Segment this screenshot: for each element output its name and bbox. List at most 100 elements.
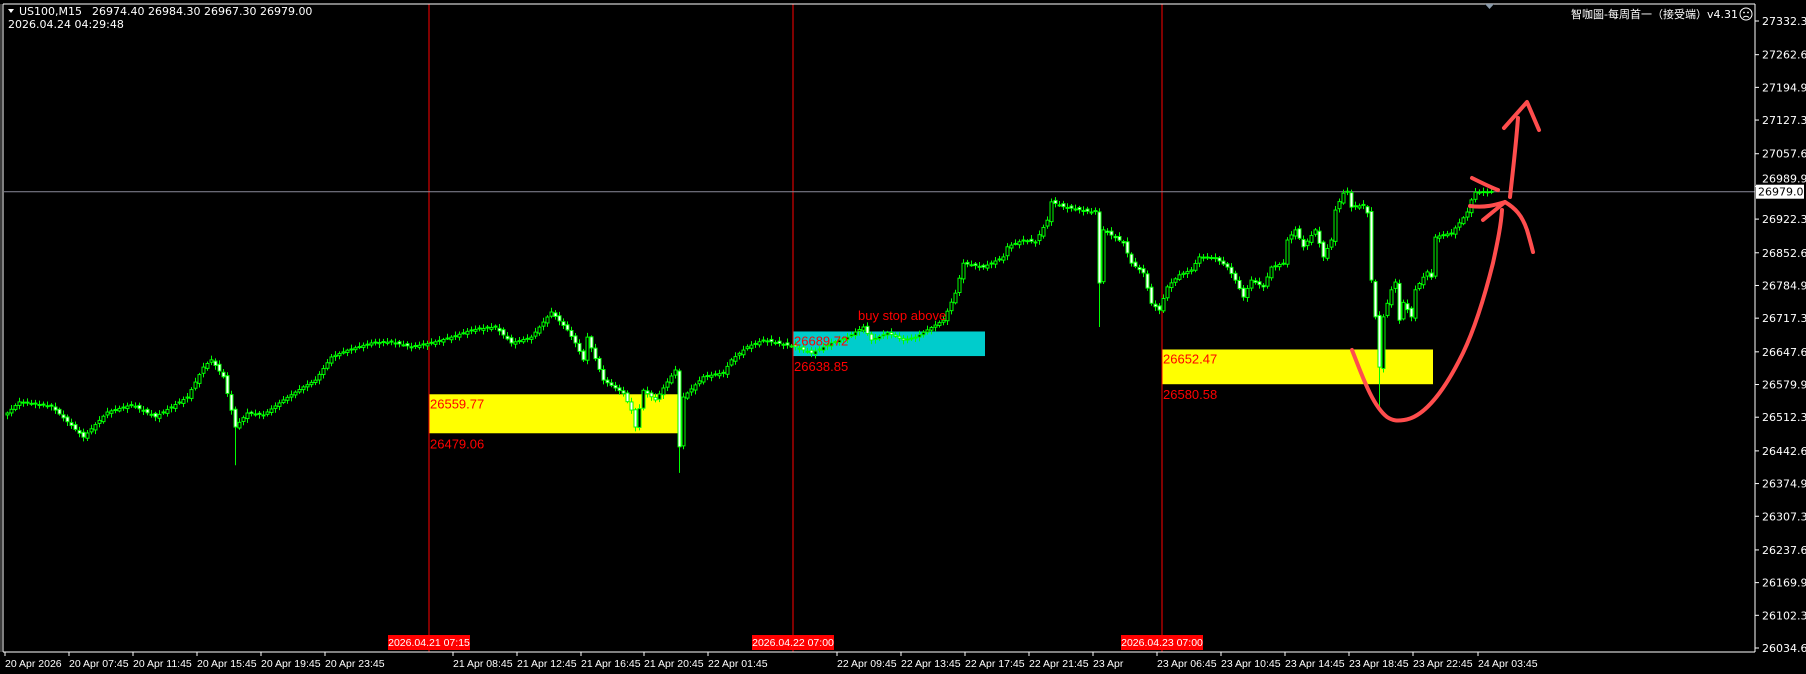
candle xyxy=(253,409,258,417)
candle xyxy=(665,378,670,391)
candle xyxy=(897,332,902,342)
candle xyxy=(401,340,406,347)
candle xyxy=(753,340,758,348)
candle xyxy=(1013,239,1018,246)
candle xyxy=(457,331,462,341)
candle xyxy=(617,384,622,395)
price-tick-label: 26102.30 xyxy=(1762,609,1806,622)
symbol-timeframe: US100,M15 xyxy=(19,5,82,18)
candle xyxy=(965,259,970,268)
price-tick-label: 26579.95 xyxy=(1762,379,1806,392)
candle xyxy=(513,338,518,349)
candle xyxy=(1305,238,1310,250)
candle xyxy=(249,410,254,417)
candle xyxy=(1245,285,1250,302)
candle xyxy=(669,373,674,385)
candle xyxy=(261,410,266,420)
candle xyxy=(901,335,906,345)
candle xyxy=(29,399,34,406)
candle xyxy=(1425,269,1430,281)
candle xyxy=(1261,283,1266,292)
candle xyxy=(305,380,310,392)
candle xyxy=(209,355,214,366)
zone-top-price: 26559.77 xyxy=(430,396,484,411)
time-axis[interactable]: 20 Apr 2026 20 Apr 07:45 20 Apr 11:45 20 Ap… xyxy=(4,635,1538,670)
candle xyxy=(93,422,98,435)
candle xyxy=(109,408,114,418)
candle xyxy=(765,337,770,346)
candle xyxy=(69,418,74,429)
time-tick-label: 21 Apr 08:45 xyxy=(453,658,513,670)
indicator-label: 智咖圖-每周首一（接受端）v4.31 xyxy=(1571,7,1738,21)
candle xyxy=(1297,225,1302,241)
zone-rectangle[interactable] xyxy=(793,331,985,357)
candle xyxy=(1161,294,1166,314)
candle xyxy=(573,333,578,348)
candle xyxy=(773,340,778,346)
candle xyxy=(1233,270,1238,284)
triangle-down-icon[interactable] xyxy=(8,9,14,13)
candle xyxy=(25,398,30,406)
candle xyxy=(49,403,54,411)
candle xyxy=(729,357,734,367)
candle xyxy=(953,289,958,305)
candle xyxy=(969,260,974,267)
candle xyxy=(1025,239,1030,245)
candle xyxy=(1053,197,1058,208)
candle xyxy=(1329,237,1334,251)
candle xyxy=(445,333,450,341)
candle xyxy=(9,404,14,417)
candle xyxy=(1485,188,1490,197)
candle xyxy=(1221,256,1226,267)
candle xyxy=(917,330,922,342)
candle xyxy=(557,311,562,326)
candle xyxy=(205,361,210,371)
candle xyxy=(1133,257,1138,269)
candle xyxy=(1373,279,1378,320)
candle xyxy=(905,335,910,344)
candle xyxy=(713,370,718,377)
time-tick-label: 20 Apr 2026 xyxy=(5,658,62,670)
price-tick-label: 26647.60 xyxy=(1762,346,1806,359)
candle xyxy=(817,346,822,353)
candle xyxy=(1081,206,1086,216)
candle xyxy=(725,362,730,378)
candle xyxy=(177,398,182,405)
candle xyxy=(1069,204,1074,212)
candle xyxy=(853,328,858,340)
candle xyxy=(1325,244,1330,261)
candle xyxy=(85,429,90,441)
candle xyxy=(1193,259,1198,273)
candle xyxy=(533,327,538,339)
candle xyxy=(185,393,190,403)
price-tick-label: 26512.30 xyxy=(1762,411,1806,424)
time-tick-label: 23 Apr xyxy=(1093,658,1124,670)
price-tick-label: 26442.60 xyxy=(1762,445,1806,458)
zone-rectangle[interactable] xyxy=(1162,349,1433,385)
candle xyxy=(1173,277,1178,286)
candle xyxy=(585,332,590,365)
candle xyxy=(1241,284,1246,301)
candle xyxy=(1281,259,1286,266)
candle xyxy=(709,371,714,382)
candle xyxy=(337,351,342,360)
candle xyxy=(1165,284,1170,301)
candle xyxy=(821,342,826,353)
candle xyxy=(1153,300,1158,311)
candle xyxy=(537,325,542,336)
candle xyxy=(309,379,314,388)
hand-drawn-arrow-annotation xyxy=(1350,100,1541,423)
chart-shift-marker-icon[interactable] xyxy=(1485,4,1494,9)
candle xyxy=(521,336,526,344)
candle xyxy=(825,342,830,351)
candle xyxy=(497,324,502,336)
candle xyxy=(601,365,606,385)
candle xyxy=(1177,270,1182,281)
price-axis[interactable]: 27332.30 27262.60 27194.95 27127.30 27057.60… xyxy=(1755,15,1806,655)
candle xyxy=(5,411,10,420)
candle xyxy=(1421,272,1426,289)
candle xyxy=(241,415,246,426)
candle xyxy=(1273,261,1278,271)
candle xyxy=(589,335,594,353)
